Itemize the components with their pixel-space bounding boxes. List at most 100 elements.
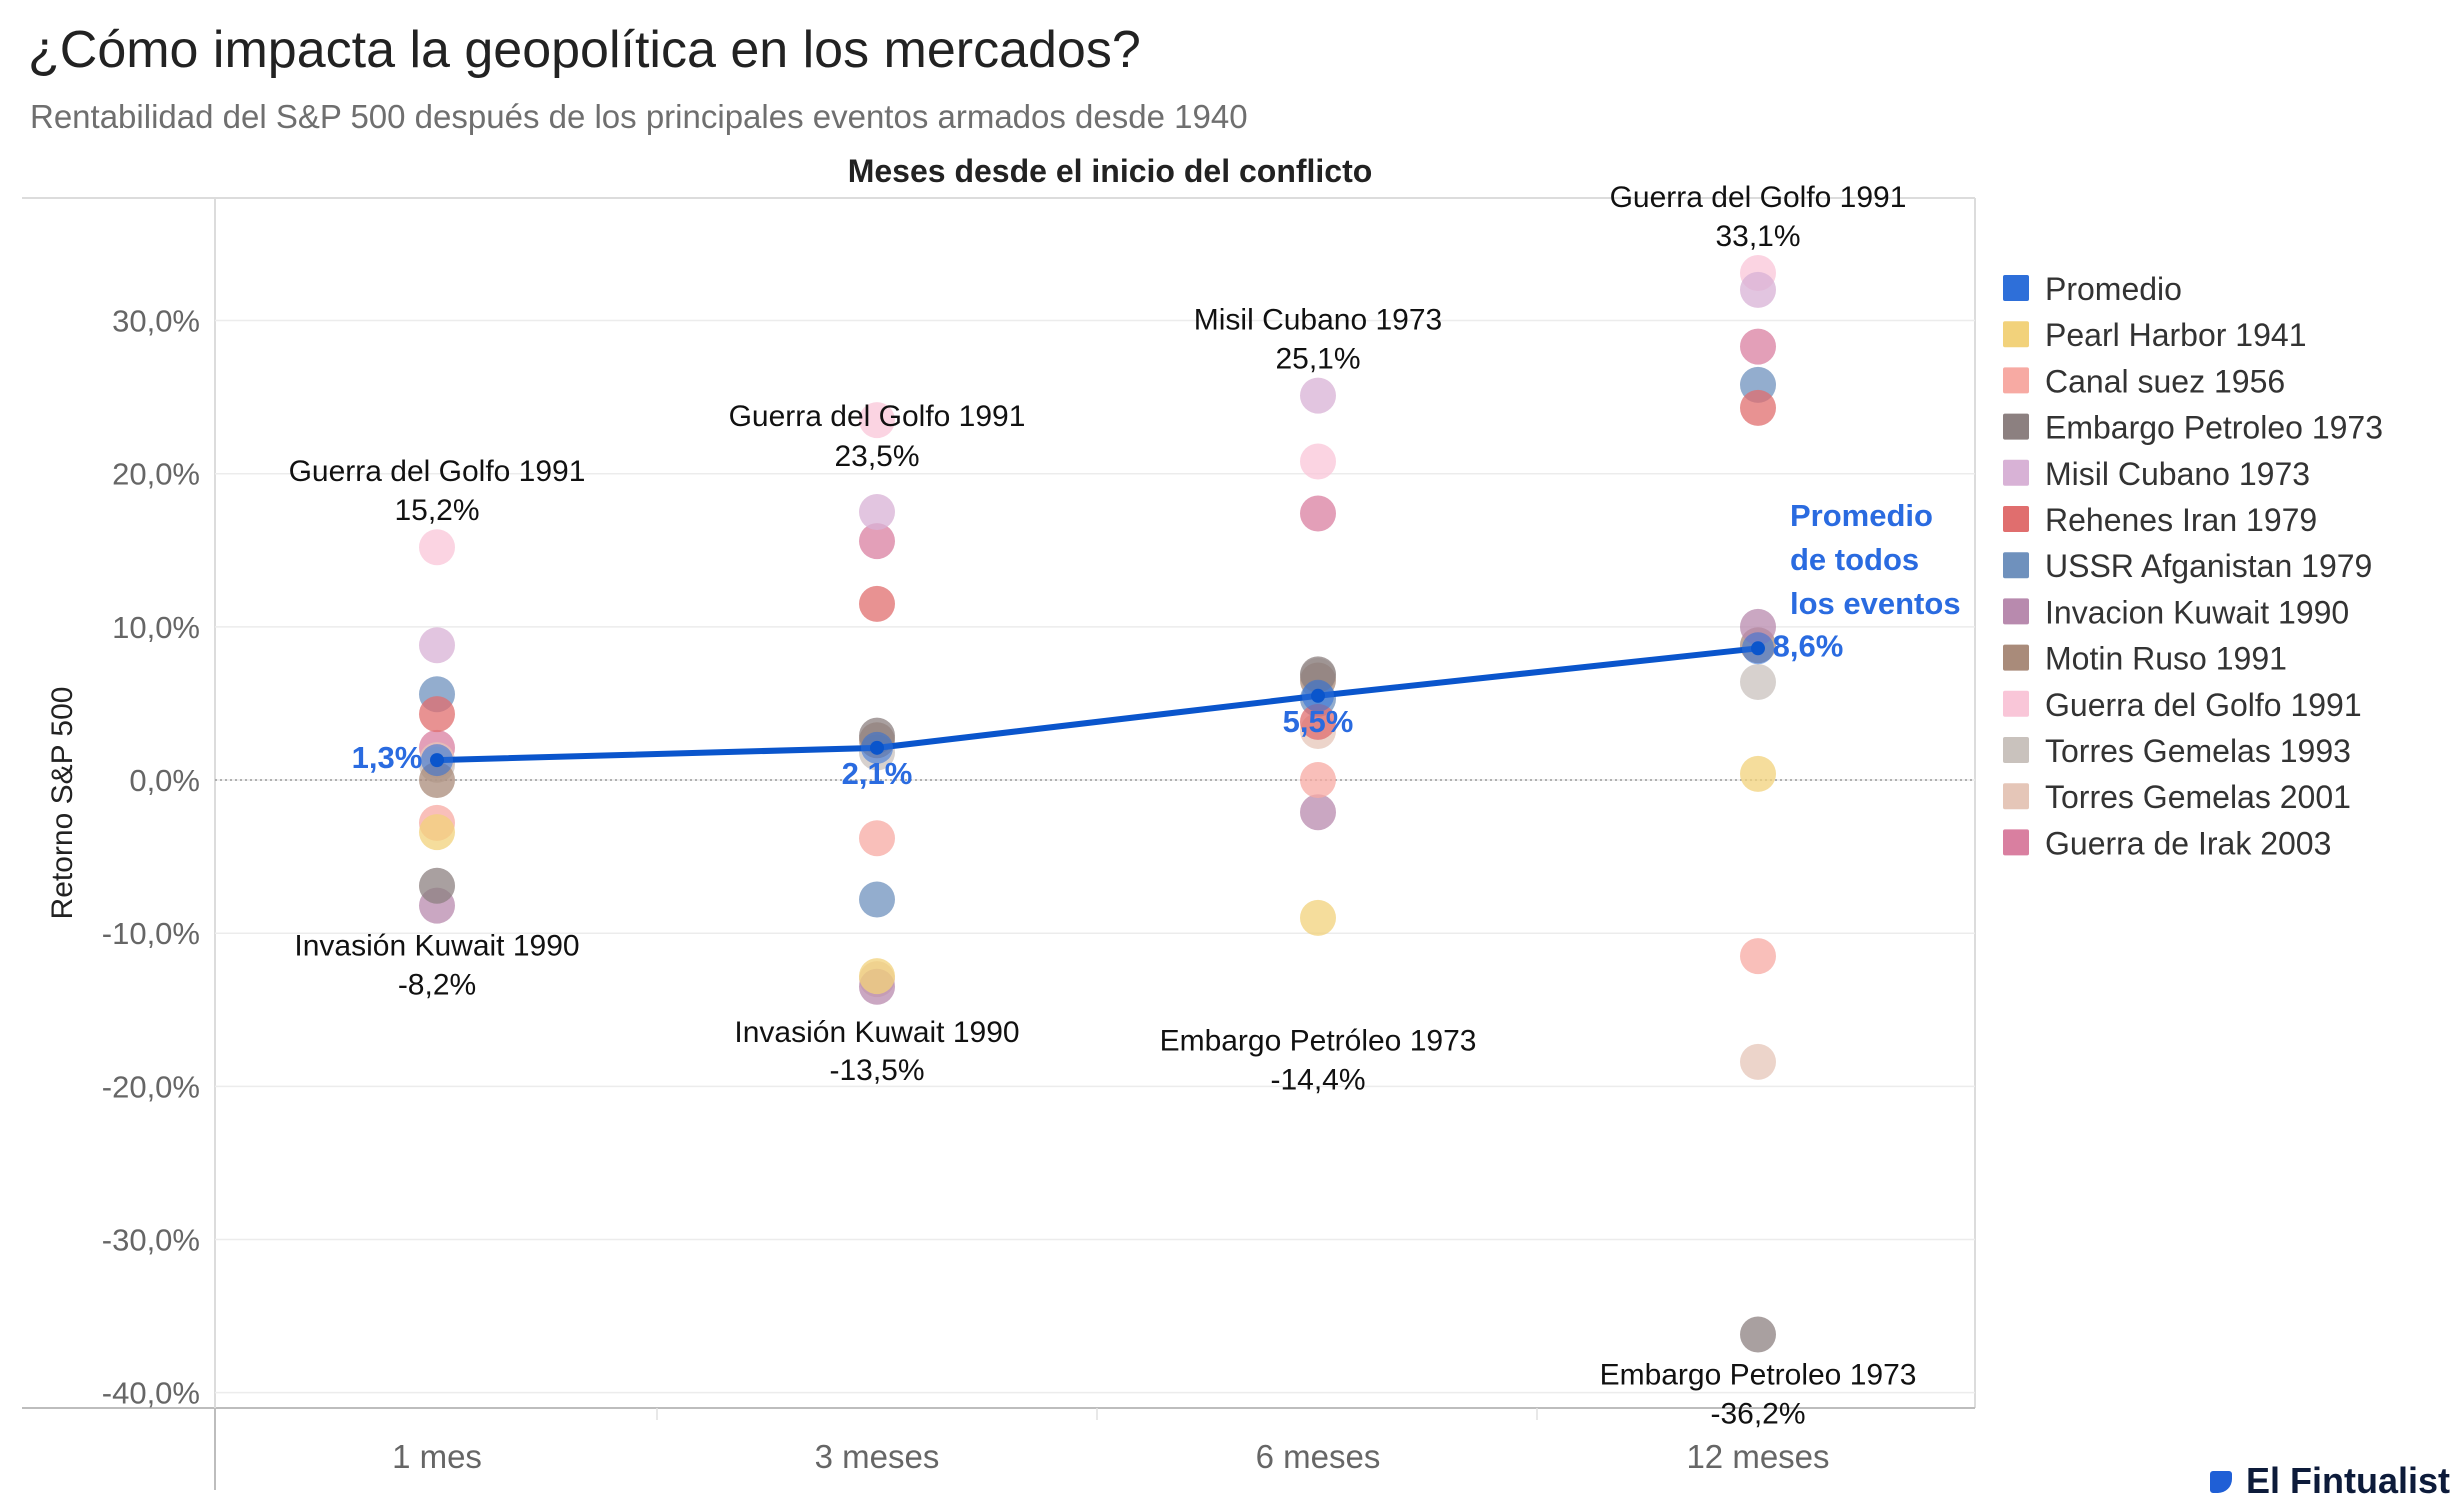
legend-label: Guerra del Golfo 1991 <box>2045 687 2362 723</box>
data-point <box>1300 443 1336 480</box>
data-point <box>1300 703 1336 740</box>
y-tick-label: -30,0% <box>102 1223 200 1258</box>
legend-label: Canal suez 1956 <box>2045 363 2285 399</box>
average-value-label: 1,3% <box>352 740 423 775</box>
data-point <box>419 529 455 566</box>
annotation-label: Embargo Petroleo 1973 <box>1600 1358 1917 1391</box>
average-point <box>870 740 884 755</box>
legend-swatch <box>2003 829 2029 856</box>
y-tick-label: -10,0% <box>102 916 200 951</box>
brand-name: El Fintualist <box>2245 1460 2450 1501</box>
y-axis-label: Retorno S&P 500 <box>46 687 79 920</box>
average-note: Promedio <box>1790 498 1933 533</box>
annotation-value: 33,1% <box>1715 220 1800 253</box>
data-point <box>1740 938 1776 975</box>
data-point <box>859 493 895 530</box>
data-point <box>859 402 895 439</box>
legend-swatch <box>2003 275 2029 301</box>
annotation-label: Guerra del Golfo 1991 <box>289 455 586 488</box>
data-point <box>1740 389 1776 426</box>
average-value-label: 8,6% <box>1773 628 1844 663</box>
data-point <box>419 627 455 664</box>
legend-label: Motin Ruso 1991 <box>2045 641 2287 677</box>
annotation-value: -8,2% <box>398 969 476 1002</box>
data-point <box>419 867 455 904</box>
legend-swatch <box>2003 737 2029 763</box>
y-tick-label: 0,0% <box>129 763 200 798</box>
annotation-value: 23,5% <box>834 440 919 473</box>
data-point <box>1740 664 1776 700</box>
data-point <box>1300 377 1336 414</box>
legend-swatch <box>2003 552 2029 579</box>
data-point <box>859 523 895 560</box>
average-line <box>436 645 1759 764</box>
average-value-label: 2,1% <box>842 756 913 791</box>
data-point <box>859 958 895 995</box>
legend-label: Rehenes Iran 1979 <box>2045 502 2317 538</box>
x-tick-label: 3 meses <box>815 1438 940 1475</box>
annotation-value: -13,5% <box>829 1054 924 1087</box>
annotation-value: -36,2% <box>1710 1397 1805 1430</box>
average-note: los eventos <box>1790 586 1961 621</box>
data-point <box>859 585 895 622</box>
data-point <box>419 814 455 851</box>
data-point <box>859 881 895 918</box>
average-point <box>1751 641 1765 656</box>
brand: El Fintualist <box>2209 1460 2450 1502</box>
annotation-label: Guerra del Golfo 1991 <box>729 400 1026 433</box>
chart-title: ¿Cómo impacta la geopolítica en los merc… <box>28 21 1141 79</box>
legend-swatch <box>2003 506 2029 532</box>
annotation-label: Guerra del Golfo 1991 <box>1610 181 1907 214</box>
annotation-label: Misil Cubano 1973 <box>1194 304 1442 337</box>
legend-label: Invacion Kuwait 1990 <box>2045 594 2349 630</box>
data-point <box>1300 495 1336 532</box>
data-point <box>1740 1043 1776 1080</box>
average-point <box>1311 688 1325 703</box>
annotation-label: Invasión Kuwait 1990 <box>294 930 579 963</box>
legend-swatch <box>2003 783 2029 810</box>
y-tick-label: -20,0% <box>102 1069 200 1104</box>
legend-swatch <box>2003 644 2029 671</box>
data-point <box>1300 794 1336 831</box>
data-point <box>1300 762 1336 799</box>
annotation-label: Invasión Kuwait 1990 <box>734 1016 1019 1049</box>
x-tick-label: 1 mes <box>392 1438 482 1475</box>
annotation-value: 25,1% <box>1275 343 1360 376</box>
annotation-value: 15,2% <box>394 494 479 527</box>
data-point <box>859 820 895 857</box>
data-point <box>1740 1316 1776 1353</box>
annotation-value: -14,4% <box>1270 1064 1365 1097</box>
legend-label: Promedio <box>2045 271 2182 307</box>
x-tick-label: 6 meses <box>1256 1438 1381 1475</box>
data-point <box>1300 899 1336 936</box>
average-point <box>430 753 444 768</box>
legend-label: Torres Gemelas 1993 <box>2045 733 2351 769</box>
brand-logo-icon <box>2209 1467 2238 1495</box>
data-point <box>1740 271 1776 308</box>
y-tick-label: 10,0% <box>112 610 200 645</box>
legend-swatch <box>2003 459 2029 486</box>
x-axis-title: Meses desde el inicio del conflicto <box>848 153 1373 189</box>
y-tick-label: 30,0% <box>112 304 200 339</box>
legend-label: USSR Afganistan 1979 <box>2045 548 2372 584</box>
chart-subtitle: Rentabilidad del S&P 500 después de los … <box>30 98 1248 135</box>
legend-label: Guerra de Irak 2003 <box>2045 825 2331 861</box>
x-tick-label: 12 meses <box>1686 1438 1829 1475</box>
data-point <box>1740 755 1776 792</box>
legend-swatch <box>2003 367 2029 394</box>
average-note: de todos <box>1790 542 1919 577</box>
legend-label: Torres Gemelas 2001 <box>2045 779 2351 815</box>
y-tick-label: -40,0% <box>102 1376 200 1411</box>
legend-swatch <box>2003 321 2029 348</box>
legend-label: Pearl Harbor 1941 <box>2045 317 2306 353</box>
legend-label: Embargo Petroleo 1973 <box>2045 410 2383 446</box>
y-tick-label: 20,0% <box>112 457 200 492</box>
legend-swatch <box>2003 690 2029 717</box>
annotation-label: Embargo Petróleo 1973 <box>1160 1025 1477 1058</box>
data-point <box>1740 328 1776 365</box>
legend-swatch <box>2003 413 2029 440</box>
average-value-label: 5,5% <box>1283 704 1354 739</box>
data-point <box>419 696 455 733</box>
legend-label: Misil Cubano 1973 <box>2045 456 2310 492</box>
